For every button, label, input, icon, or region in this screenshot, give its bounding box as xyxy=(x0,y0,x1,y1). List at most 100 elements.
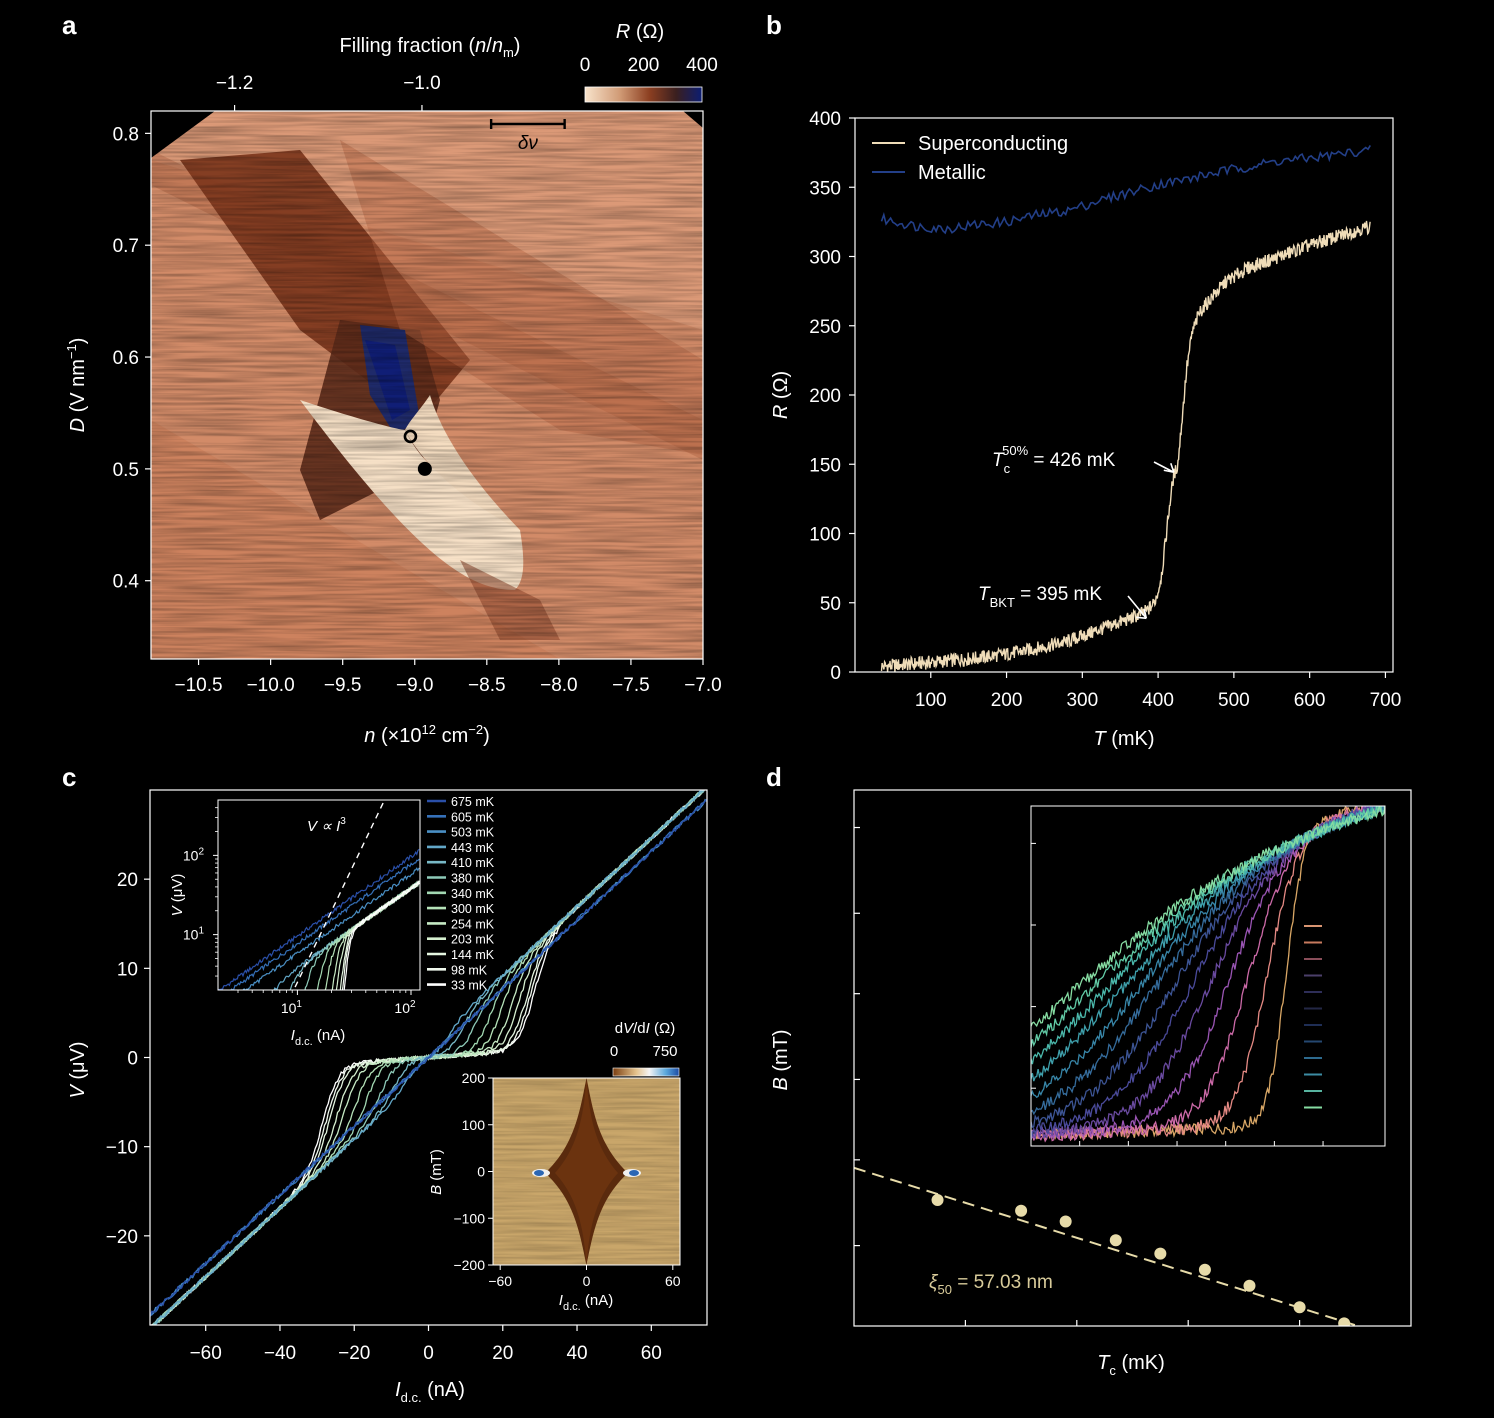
inset-loglog-ylabel: V (μV) xyxy=(169,874,186,917)
x-tick-label: 40 xyxy=(566,1343,587,1364)
panel-a-xlabel: n (×1012 cm−2) xyxy=(364,722,489,747)
x-tick-label: 100 xyxy=(915,690,947,711)
panel-b-xlabel: T (mK) xyxy=(1093,728,1154,750)
tick-exp: 2 xyxy=(410,999,416,1010)
inset-map-x-tick-label: 60 xyxy=(665,1273,681,1289)
top-tick-label: −1.0 xyxy=(403,73,441,94)
x-tick-label: −10.5 xyxy=(175,675,223,696)
inset-loglog-frame xyxy=(217,799,421,991)
panel-a-ylabel: D (V nm−1) xyxy=(64,338,89,433)
panel-a-top-label: Filling fraction (n/nm) xyxy=(340,35,521,60)
coherence-length-label: ξ50 = 57.03 nm xyxy=(929,1272,1053,1297)
tbkt-annotation: TBKT = 395 mK xyxy=(978,584,1148,620)
y-tick-label: 200 xyxy=(809,386,841,407)
colorbar-tick-label: 400 xyxy=(686,55,718,76)
panel-a-frame xyxy=(150,110,704,660)
colorbar-tick-label: 0 xyxy=(580,55,591,76)
x-tick-label: −8.0 xyxy=(540,675,578,696)
scale-bar-delta-nu xyxy=(489,119,566,129)
panel-a: a δν −10.5 −10.0 −9.5 −9.0 −8.5 −8.0 −7.5 −7.0 0… xyxy=(62,10,722,747)
scale-bar-label: δν xyxy=(518,133,539,154)
inset-map-colorbar-max: 750 xyxy=(652,1043,677,1060)
panel-d-inset xyxy=(1030,805,1386,1147)
inset-map-y-tick-label: 100 xyxy=(462,1117,486,1133)
x-tick-label: 200 xyxy=(991,690,1023,711)
inset-map-axes: −60 0 60 −200 −100 0 100 200 xyxy=(453,1070,680,1289)
top-tick-label: −1.2 xyxy=(216,73,254,94)
y-tick-label: 250 xyxy=(809,317,841,338)
colorbar-tick-label: 200 xyxy=(628,55,660,76)
legend-label: 144 mK xyxy=(451,948,495,962)
x-tick-label: −10.0 xyxy=(247,675,295,696)
inset-curve-675-mK xyxy=(218,848,420,990)
svg-text:Tc50% = 426 mK: Tc50% = 426 mK xyxy=(992,443,1116,476)
legend-label: 340 mK xyxy=(451,887,495,901)
panel-d-label: d xyxy=(766,762,782,792)
inset-curve-33-mK xyxy=(343,880,420,990)
panel-d-ticks xyxy=(854,826,1301,1326)
inset-y-tick-label: 102 xyxy=(183,846,205,863)
inset-rt-curve xyxy=(1031,806,1385,1028)
series-line-superconducting xyxy=(880,220,1371,672)
panel-b-plot-area xyxy=(880,144,1371,672)
inset-loglog-curves xyxy=(218,848,420,990)
inset-curve-605-mK xyxy=(230,858,420,990)
legend-label: 605 mK xyxy=(451,810,495,824)
inset-loglog-axes: 101 102 101 102 xyxy=(183,807,416,1016)
x-tick-label: 0 xyxy=(423,1343,434,1364)
y-tick-label: 0.5 xyxy=(113,460,139,481)
linear-fit xyxy=(854,1166,1362,1326)
x-tick-label: 600 xyxy=(1294,690,1326,711)
inset-y-tick-label: 101 xyxy=(183,926,205,943)
data-point xyxy=(1338,1317,1351,1326)
legend-label: 410 mK xyxy=(451,856,495,870)
panel-c-label: c xyxy=(62,762,76,792)
inset-rt-curves xyxy=(1031,806,1385,1143)
panel-d-xlabel: Tc (mK) xyxy=(1097,1352,1165,1378)
data-point xyxy=(1293,1301,1306,1314)
panel-b-label: b xyxy=(766,10,782,40)
legend-label: 203 mK xyxy=(451,933,495,947)
legend-label: 443 mK xyxy=(451,841,495,855)
panel-c-iv-curves xyxy=(150,790,707,1325)
y-tick-label: 20 xyxy=(117,870,138,891)
inset-map-y-tick-label: 0 xyxy=(477,1164,485,1180)
y-tick-label: 0.7 xyxy=(113,236,139,257)
panel-d-inset-frame xyxy=(1030,805,1386,1147)
inset-x-tick-label: 101 xyxy=(281,999,303,1016)
power-law-label: V ∝ I3 xyxy=(307,816,346,835)
legend-label: 98 mK xyxy=(451,963,488,977)
data-point xyxy=(1015,1204,1028,1217)
tc-points xyxy=(931,1194,1351,1326)
y-tick-label: 0 xyxy=(127,1049,138,1070)
data-point xyxy=(1109,1234,1122,1247)
inset-map-x-tick-label: 0 xyxy=(583,1273,591,1289)
data-point xyxy=(1154,1247,1167,1260)
inset-x-tick-label: 102 xyxy=(394,999,416,1016)
x-tick-label: −40 xyxy=(264,1343,296,1364)
panel-d-inset-ticks xyxy=(1031,842,1324,1146)
tick-exp: 1 xyxy=(198,926,204,937)
open-circle-marker xyxy=(403,429,418,444)
inset-map-y-tick-label: 200 xyxy=(462,1070,486,1086)
power-law-guide xyxy=(292,800,386,990)
inset-map-y-tick-label: −200 xyxy=(453,1257,485,1273)
inset-map-colorbar-min: 0 xyxy=(610,1043,618,1060)
legend-label: 300 mK xyxy=(451,902,495,916)
panel-a-colorbar: R (Ω) 0 200 400 xyxy=(580,21,718,103)
data-point xyxy=(1243,1279,1256,1292)
panel-b-frame xyxy=(854,117,1394,673)
panel-b-axes: 100 200 300 400 500 600 700 0 50 100 150 200 250 300 3… xyxy=(809,109,1401,711)
tbkt-arrow xyxy=(1127,595,1148,620)
panel-d-ylabel: B (mT) xyxy=(770,1029,792,1090)
series-line-metallic xyxy=(880,144,1371,235)
y-tick-label: 0.6 xyxy=(113,348,139,369)
y-tick-label: 0 xyxy=(830,663,841,684)
x-tick-label: 400 xyxy=(1142,690,1174,711)
panel-b-series xyxy=(880,144,1371,672)
y-tick-label: 300 xyxy=(809,248,841,269)
